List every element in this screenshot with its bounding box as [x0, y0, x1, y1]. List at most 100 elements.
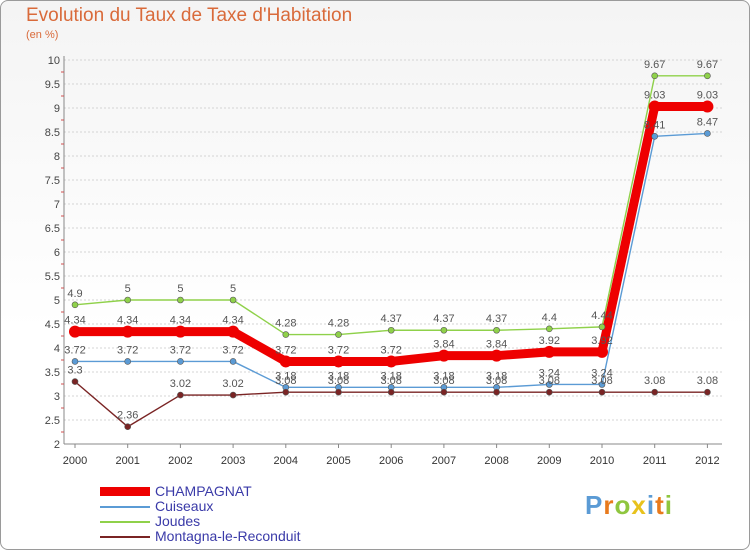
- data-label: 3.18: [380, 370, 401, 382]
- y-tick-label: 2.5: [45, 415, 60, 427]
- y-tick-label: 4: [54, 343, 60, 355]
- data-label: 4.28: [328, 318, 349, 330]
- data-point-joudes: [704, 72, 711, 80]
- legend-swatch-cuiseaux: [100, 506, 150, 508]
- data-point-joudes: [493, 326, 500, 334]
- data-label: 5: [125, 283, 131, 295]
- data-point-montagna-le-reconduit: [229, 391, 237, 399]
- data-label: 3.92: [591, 335, 612, 347]
- data-point-cuiseaux: [651, 133, 659, 140]
- data-point-montagna-le-reconduit: [651, 388, 659, 396]
- data-label: 4.4: [542, 312, 557, 324]
- data-point-joudes: [124, 296, 131, 304]
- x-tick-label: 2000: [63, 455, 87, 467]
- x-tick-label: 2002: [168, 455, 192, 467]
- data-label: 3.08: [486, 375, 507, 387]
- x-tick-label: 2012: [695, 455, 719, 467]
- data-label: 3.08: [591, 375, 612, 387]
- data-point-champagnat: [69, 325, 81, 338]
- data-point-joudes: [177, 296, 184, 304]
- y-tick-label: 5.5: [45, 271, 60, 283]
- data-label: 4.34: [117, 315, 138, 327]
- data-point-cuiseaux: [71, 358, 79, 365]
- data-label: 3.18: [275, 370, 296, 382]
- data-point-joudes: [229, 296, 237, 304]
- x-tick-label: 2007: [432, 455, 456, 467]
- y-tick-label: 6.5: [45, 223, 60, 235]
- y-tick-label: 9.5: [45, 79, 60, 91]
- data-point-champagnat: [279, 355, 292, 368]
- data-point-montagna-le-reconduit: [335, 388, 342, 396]
- y-tick-label: 3: [54, 391, 60, 403]
- data-point-champagnat: [701, 100, 714, 113]
- data-label: 9.67: [644, 59, 665, 71]
- data-point-cuiseaux: [598, 381, 606, 388]
- data-label: 5: [177, 283, 183, 295]
- data-point-montagna-le-reconduit: [387, 388, 395, 396]
- data-label: 3.72: [380, 344, 401, 356]
- data-label: 3.02: [170, 378, 191, 390]
- data-label: 3.18: [328, 370, 349, 382]
- data-label: 3.72: [275, 344, 296, 356]
- y-tick-label: 7.5: [45, 175, 60, 187]
- data-point-cuiseaux: [704, 130, 711, 137]
- data-label: 3.72: [328, 344, 349, 356]
- data-label: 4.44: [591, 310, 612, 322]
- data-label: 3.84: [433, 339, 454, 351]
- logo-letter: i: [664, 490, 673, 520]
- logo-letter: P: [585, 490, 604, 520]
- data-point-champagnat: [121, 325, 134, 338]
- data-point-champagnat: [648, 100, 661, 113]
- data-point-champagnat: [596, 345, 608, 358]
- x-tick-label: 2004: [274, 455, 298, 467]
- data-label: 4.9: [67, 288, 82, 300]
- y-tick-label: 6: [54, 247, 60, 259]
- data-label: 2.36: [117, 410, 138, 422]
- data-label: 3.08: [433, 375, 454, 387]
- data-label: 4.34: [222, 315, 243, 327]
- data-point-champagnat: [543, 345, 556, 358]
- x-tick-label: 2006: [379, 455, 403, 467]
- data-point-montagna-le-reconduit: [440, 388, 448, 396]
- legend-label-cuiseaux: Cuiseaux: [155, 498, 214, 514]
- logo-letter: x: [631, 490, 647, 520]
- data-point-montagna-le-reconduit: [124, 423, 131, 431]
- data-label: 4.37: [486, 313, 507, 325]
- data-point-montagna-le-reconduit: [493, 388, 500, 396]
- data-label: 3.08: [275, 375, 296, 387]
- data-label: 3.72: [117, 344, 138, 356]
- y-tick-label: 8.5: [45, 127, 60, 139]
- legend-swatch-montagna: [100, 536, 150, 538]
- data-label: 3.08: [380, 375, 401, 387]
- data-label: 9.67: [697, 59, 718, 71]
- data-label: 3.18: [486, 370, 507, 382]
- data-label: 3.92: [539, 335, 560, 347]
- data-label: 4.37: [433, 313, 454, 325]
- x-tick-label: 2010: [590, 455, 614, 467]
- data-label: 3.3: [67, 365, 82, 377]
- data-point-joudes: [387, 326, 395, 334]
- data-point-joudes: [335, 331, 342, 338]
- data-label: 4.34: [170, 315, 191, 327]
- data-point-champagnat: [385, 355, 398, 368]
- data-point-montagna-le-reconduit: [598, 388, 606, 396]
- data-label: 4.28: [275, 318, 296, 330]
- data-label: 3.18: [433, 370, 454, 382]
- data-point-cuiseaux: [124, 358, 131, 365]
- data-label: 4.37: [380, 313, 401, 325]
- x-tick-label: 2001: [115, 455, 139, 467]
- x-tick-label: 2009: [537, 455, 561, 467]
- data-point-champagnat: [227, 325, 240, 338]
- data-point-cuiseaux: [545, 381, 553, 388]
- x-tick-label: 2003: [221, 455, 245, 467]
- legend-label-montagna: Montagna-le-Reconduit: [155, 528, 301, 544]
- legend-swatch-joudes: [100, 521, 150, 523]
- data-label: 9.03: [644, 90, 665, 102]
- data-label: 3.08: [539, 375, 560, 387]
- data-point-joudes: [545, 325, 553, 333]
- data-label: 3.02: [222, 378, 243, 390]
- data-label: 3.72: [222, 344, 243, 356]
- data-label: 4.34: [64, 315, 85, 327]
- data-label: 3.24: [591, 367, 612, 379]
- data-point-cuiseaux: [177, 358, 184, 365]
